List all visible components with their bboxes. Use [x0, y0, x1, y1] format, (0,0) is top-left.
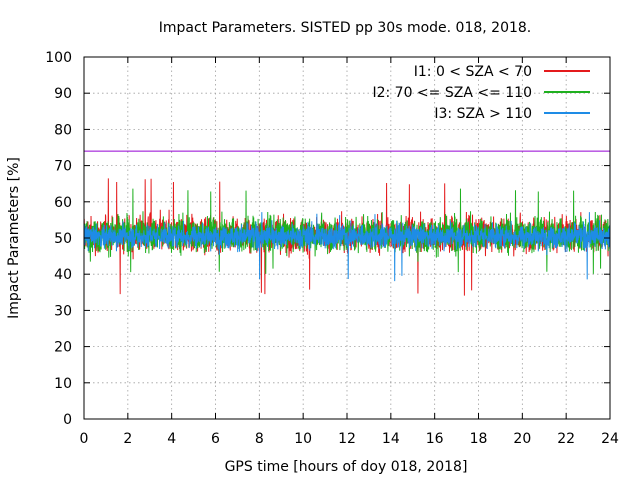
- x-tick-label-22: 22: [557, 431, 575, 447]
- y-tick-label-90: 90: [54, 86, 72, 102]
- y-tick-label-0: 0: [63, 412, 72, 428]
- x-tick-label-0: 0: [80, 431, 89, 447]
- y-tick-label-70: 70: [54, 159, 72, 175]
- x-tick-label-24: 24: [601, 431, 619, 447]
- y-tick-label-10: 10: [54, 376, 72, 392]
- y-tick-label-40: 40: [54, 267, 72, 283]
- y-tick-label-100: 100: [45, 50, 72, 66]
- legend-label-3: I3: SZA > 110: [434, 106, 532, 122]
- y-tick-label-30: 30: [54, 303, 72, 319]
- x-axis-label: GPS time [hours of doy 018, 2018]: [225, 459, 468, 475]
- x-tick-label-8: 8: [255, 431, 264, 447]
- y-axis-label: Impact Parameters [%]: [6, 157, 22, 319]
- series-line-3: [83, 212, 611, 282]
- x-tick-label-4: 4: [167, 431, 176, 447]
- x-tick-label-16: 16: [426, 431, 444, 447]
- x-tick-label-14: 14: [382, 431, 400, 447]
- y-tick-label-60: 60: [54, 195, 72, 211]
- x-tick-label-10: 10: [294, 431, 312, 447]
- y-tick-label-80: 80: [54, 122, 72, 138]
- legend-label-2: I2: 70 <= SZA <= 110: [372, 85, 532, 101]
- data-series: [83, 178, 611, 296]
- x-tick-label-18: 18: [470, 431, 488, 447]
- y-tick-label-50: 50: [54, 231, 72, 247]
- legend: I1: 0 < SZA < 70 I2: 70 <= SZA <= 110 I3: …: [372, 64, 590, 122]
- x-tick-label-12: 12: [338, 431, 356, 447]
- x-tick-label-20: 20: [513, 431, 531, 447]
- x-tick-label-2: 2: [123, 431, 132, 447]
- x-tick-label-6: 6: [211, 431, 220, 447]
- legend-label-1: I1: 0 < SZA < 70: [414, 64, 532, 80]
- y-tick-label-20: 20: [54, 340, 72, 356]
- chart-title: Impact Parameters. SISTED pp 30s mode. 0…: [159, 20, 532, 36]
